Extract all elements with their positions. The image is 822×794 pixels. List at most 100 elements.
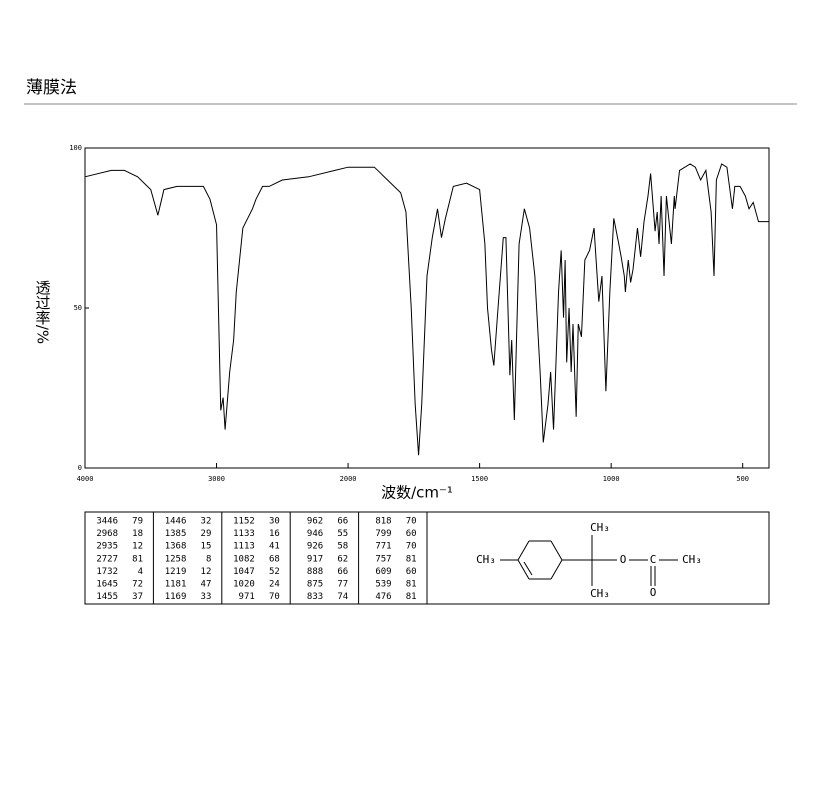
peak-wavenumber: 926 <box>307 542 323 552</box>
peak-transmittance: 68 <box>269 554 280 564</box>
peak-transmittance: 41 <box>269 542 280 552</box>
y-axis-label: 透过率/% <box>34 280 52 344</box>
page-title: 薄膜法 <box>26 78 77 98</box>
peak-wavenumber: 1455 <box>96 592 118 602</box>
peak-transmittance: 16 <box>269 529 280 539</box>
x-tick-label: 500 <box>736 475 749 483</box>
peak-transmittance: 52 <box>269 567 280 577</box>
peak-transmittance: 62 <box>337 554 348 564</box>
peak-transmittance: 55 <box>337 529 348 539</box>
peak-transmittance: 70 <box>406 542 417 552</box>
peak-wavenumber: 1113 <box>233 542 255 552</box>
y-tick-label: 50 <box>74 304 82 312</box>
bond <box>517 540 530 561</box>
peak-transmittance: 72 <box>132 580 143 590</box>
peak-wavenumber: 2935 <box>96 542 118 552</box>
peak-wavenumber: 888 <box>307 567 323 577</box>
atom-label: O <box>650 586 657 599</box>
peak-transmittance: 60 <box>406 529 417 539</box>
peak-wavenumber: 799 <box>375 529 391 539</box>
y-tick-label: 100 <box>69 144 82 152</box>
peak-transmittance: 70 <box>406 517 417 527</box>
peak-transmittance: 74 <box>337 592 348 602</box>
peak-wavenumber: 757 <box>375 554 391 564</box>
x-axis-label: 波数/cm⁻¹ <box>381 484 453 502</box>
peak-wavenumber: 833 <box>307 592 323 602</box>
peak-wavenumber: 1020 <box>233 580 255 590</box>
peak-wavenumber: 1385 <box>165 529 187 539</box>
atom-label: O <box>620 553 627 566</box>
peak-wavenumber: 1446 <box>165 517 187 527</box>
peak-transmittance: 15 <box>201 542 212 552</box>
peak-wavenumber: 962 <box>307 517 323 527</box>
bond <box>550 540 563 561</box>
peak-wavenumber: 2968 <box>96 529 118 539</box>
peak-wavenumber: 971 <box>239 592 255 602</box>
peak-wavenumber: 818 <box>375 517 391 527</box>
peak-wavenumber: 1219 <box>165 567 187 577</box>
peak-wavenumber: 771 <box>375 542 391 552</box>
peak-wavenumber: 1732 <box>96 567 118 577</box>
peak-wavenumber: 609 <box>375 567 391 577</box>
peak-transmittance: 66 <box>337 567 348 577</box>
x-tick-label: 1500 <box>471 475 488 483</box>
peak-transmittance: 29 <box>201 529 212 539</box>
peak-wavenumber: 917 <box>307 554 323 564</box>
peak-transmittance: 66 <box>337 517 348 527</box>
peak-wavenumber: 946 <box>307 529 323 539</box>
peak-transmittance: 77 <box>337 580 348 590</box>
plot: 0 50 100 4000 3000 2000 1500 1000 500 <box>69 144 769 483</box>
peak-transmittance: 33 <box>201 592 212 602</box>
atom-label: CH₃ <box>590 521 610 534</box>
peak-transmittance: 18 <box>132 529 143 539</box>
atom-label: C <box>650 553 657 566</box>
peak-transmittance: 12 <box>201 567 212 577</box>
bond <box>550 559 563 580</box>
peak-wavenumber: 539 <box>375 580 391 590</box>
peak-transmittance: 81 <box>406 554 417 564</box>
peak-wavenumber: 3446 <box>96 517 118 527</box>
peak-transmittance: 12 <box>132 542 143 552</box>
x-tick-label: 1000 <box>603 475 620 483</box>
peak-wavenumber: 875 <box>307 580 323 590</box>
peak-wavenumber: 2727 <box>96 554 118 564</box>
peak-wavenumber: 1047 <box>233 567 255 577</box>
peak-transmittance: 58 <box>337 542 348 552</box>
peak-transmittance: 81 <box>132 554 143 564</box>
peak-transmittance: 32 <box>201 517 212 527</box>
peak-wavenumber: 476 <box>375 592 391 602</box>
peak-wavenumber: 1181 <box>165 580 187 590</box>
peak-wavenumber: 1152 <box>233 517 255 527</box>
bond <box>523 561 533 576</box>
peak-wavenumber: 1133 <box>233 529 255 539</box>
atom-label: CH₃ <box>590 587 610 600</box>
structure: CH₃ CH₃ CH₃ O C CH₃ O <box>476 521 702 600</box>
peak-wavenumber: 1645 <box>96 580 118 590</box>
peak-transmittance: 81 <box>406 580 417 590</box>
peak-wavenumber: 1368 <box>165 542 187 552</box>
peak-transmittance: 70 <box>269 592 280 602</box>
bond <box>517 559 530 580</box>
peak-transmittance: 8 <box>206 554 211 564</box>
atom-label: CH₃ <box>682 553 702 566</box>
spectrum-line <box>84 163 769 456</box>
x-tick-label: 4000 <box>77 475 94 483</box>
peak-transmittance: 24 <box>269 580 280 590</box>
peak-wavenumber: 1169 <box>165 592 187 602</box>
peak-transmittance: 4 <box>138 567 143 577</box>
x-tick-label: 2000 <box>340 475 357 483</box>
peak-wavenumber: 1082 <box>233 554 255 564</box>
peak-transmittance: 79 <box>132 517 143 527</box>
atom-label: CH₃ <box>476 553 496 566</box>
peak-transmittance: 30 <box>269 517 280 527</box>
y-tick-label: 0 <box>78 464 82 472</box>
x-tick-label: 3000 <box>208 475 225 483</box>
peak-transmittance: 37 <box>132 592 143 602</box>
peak-transmittance: 47 <box>201 580 212 590</box>
peak-transmittance: 60 <box>406 567 417 577</box>
peak-wavenumber: 1258 <box>165 554 187 564</box>
peak-transmittance: 81 <box>406 592 417 602</box>
